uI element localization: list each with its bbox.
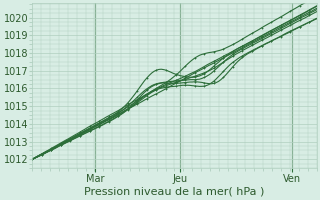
X-axis label: Pression niveau de la mer( hPa ): Pression niveau de la mer( hPa ) <box>84 187 265 197</box>
